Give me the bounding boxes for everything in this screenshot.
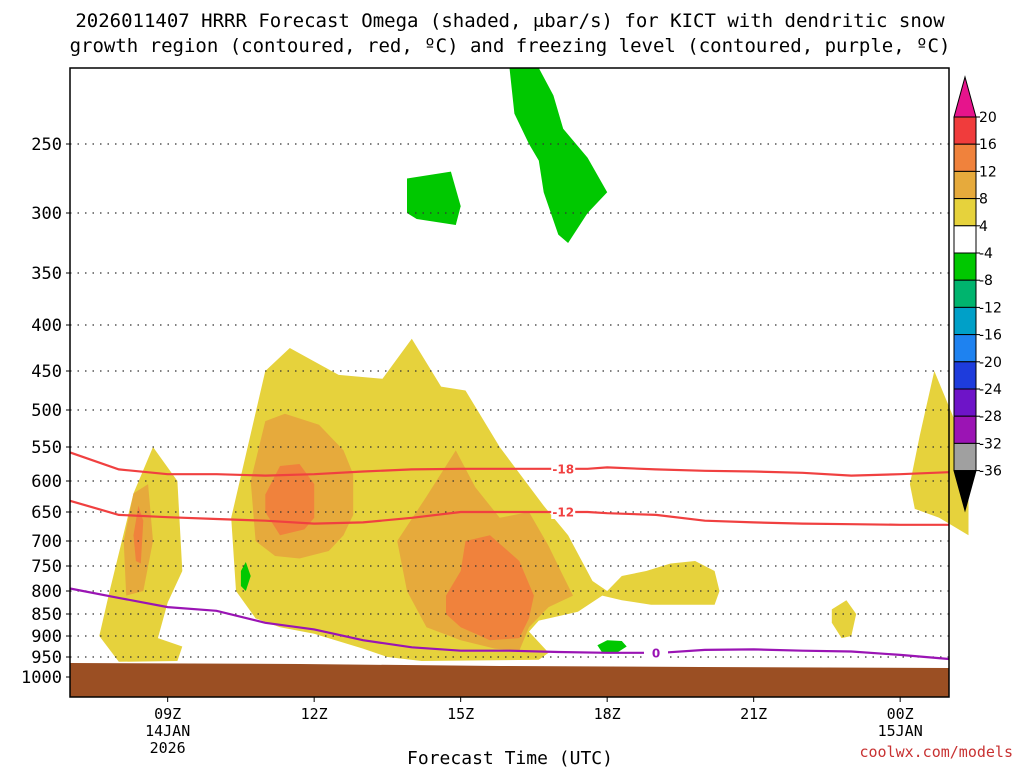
xtick-label-18Z: 18Z (594, 705, 621, 723)
contour-line-2 (69, 587, 950, 661)
colorbar-label-10: -24 (979, 382, 1002, 398)
colorbar-swatch-0 (953, 116, 977, 145)
colorbar-label-13: -36 (979, 464, 1002, 480)
omega-region-9 (831, 600, 857, 639)
colorbar-swatch-12 (953, 442, 977, 472)
colorbar-swatch-8 (953, 334, 977, 363)
xtick-date-09Z: 14JAN (145, 722, 190, 740)
xtick-label-09Z: 09Z (154, 705, 181, 723)
ytick-label-600: 600 (31, 472, 62, 492)
contour-line-0 (69, 451, 950, 477)
ytick-label-300: 300 (31, 204, 62, 224)
colorbar-top-arrow (953, 75, 977, 118)
contour-label-bg-2 (644, 645, 668, 660)
ytick-label-750: 750 (31, 557, 62, 577)
colorbar-swatch-11 (953, 415, 977, 444)
colorbar-label-7: -12 (979, 300, 1002, 316)
colorbar-label-1: 16 (979, 137, 997, 153)
xtick-label-12Z: 12Z (301, 705, 328, 723)
ytick-label-650: 650 (31, 503, 62, 523)
colorbar-swatch-1 (953, 143, 977, 172)
colorbar-label-5: -4 (979, 246, 993, 262)
chart-title-line-2: growth region (contoured, red, ºC) and f… (70, 35, 951, 57)
ytick-label-350: 350 (31, 264, 62, 284)
colorbar-label-11: -28 (979, 409, 1002, 425)
ytick-label-950: 950 (31, 648, 62, 668)
contour-label-bg-0 (551, 461, 576, 476)
temperature-contours-layer: -18 -12 0 (69, 451, 950, 661)
omega-region-11 (240, 562, 251, 591)
omega-region-14 (509, 68, 608, 243)
contour-line-1 (69, 499, 949, 526)
ytick-label-700: 700 (31, 532, 62, 552)
colorbar-swatch-10 (953, 388, 977, 417)
xtick-date-00Z: 15JAN (878, 722, 923, 740)
xtick-year-09Z: 2026 (150, 739, 186, 757)
colorbar-legend: 20 16 12 8 4 -4 -8 -12 -16 -20 -24 -28 -32 -36 (953, 75, 1002, 513)
colorbar-label-12: -32 (979, 436, 1002, 452)
colorbar-label-6: -8 (979, 273, 993, 289)
colorbar-label-3: 8 (979, 192, 988, 208)
colorbar-label-9: -20 (979, 355, 1002, 371)
colorbar-label-2: 12 (979, 164, 997, 180)
ytick-label-500: 500 (31, 401, 62, 421)
colorbar-swatch-2 (953, 170, 977, 200)
colorbar-label-8: -16 (979, 328, 1002, 344)
xtick-label-21Z: 21Z (740, 705, 767, 723)
pressure-axis-ticks: 2503003504004505005506006507007508008509… (21, 135, 70, 688)
contour-label-1: -12 (552, 506, 574, 520)
xtick-label-00Z: 00Z (887, 705, 914, 723)
omega-region-5 (265, 464, 315, 536)
plot-area: -18 -12 0 (69, 67, 969, 698)
xtick-label-15Z: 15Z (447, 705, 474, 723)
ytick-label-450: 450 (31, 362, 62, 382)
ytick-label-800: 800 (31, 582, 62, 602)
colorbar-bottom-arrow (953, 470, 977, 513)
omega-region-12 (597, 640, 627, 653)
colorbar-label-0: 20 (979, 110, 997, 126)
x-axis-label: Forecast Time (UTC) (407, 748, 613, 768)
ytick-label-900: 900 (31, 627, 62, 647)
contour-label-bg-1 (551, 505, 576, 519)
ytick-label-400: 400 (31, 316, 62, 336)
chart-title-line-1: 2026011407 HRRR Forecast Omega (shaded, … (75, 10, 945, 32)
ytick-label-250: 250 (31, 135, 62, 155)
contour-label-0: -18 (552, 462, 574, 476)
contour-label-2: 0 (652, 646, 660, 660)
colorbar-swatch-9 (953, 361, 977, 390)
ytick-label-1000: 1000 (21, 668, 62, 688)
omega-region-10 (909, 371, 969, 536)
colorbar-swatch-6 (953, 279, 977, 308)
colorbar-swatch-3 (953, 198, 977, 227)
ground-terrain (70, 663, 949, 697)
colorbar-swatch-5 (953, 252, 977, 281)
plot-frame (69, 67, 950, 698)
omega-region-2 (133, 505, 144, 564)
colorbar-swatch-7 (953, 306, 977, 336)
omega-region-13 (407, 171, 461, 225)
colorbar-swatch-4 (953, 225, 977, 254)
colorbar-label-4: 4 (979, 219, 988, 235)
ytick-label-550: 550 (31, 438, 62, 458)
credit-text: coolwx.com/models (859, 743, 1013, 761)
ytick-label-850: 850 (31, 605, 62, 625)
